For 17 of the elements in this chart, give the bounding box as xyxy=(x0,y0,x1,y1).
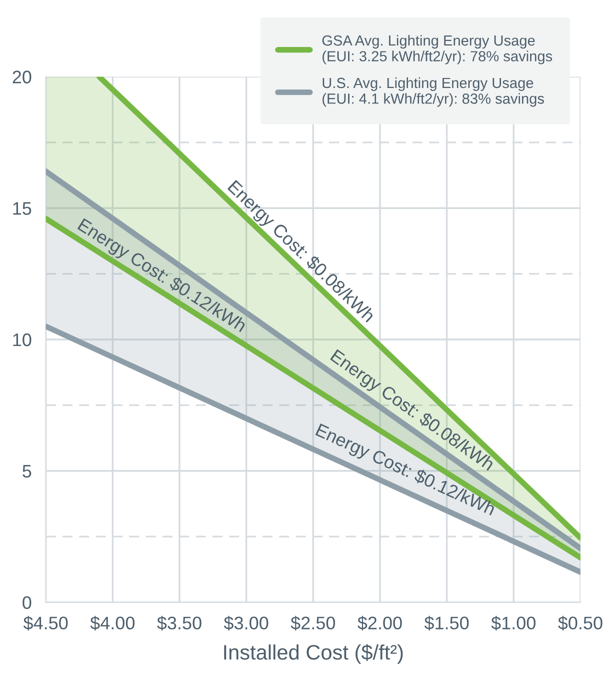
x-tick-label: $1.50 xyxy=(424,616,469,630)
y-tick-label: 5 xyxy=(22,465,32,478)
x-tick-label: $4.50 xyxy=(23,616,68,630)
y-tick-label: 0 xyxy=(22,596,32,609)
x-tick-label: $2.00 xyxy=(358,616,402,630)
x-tick-label: $3.50 xyxy=(157,616,202,630)
y-tick-label: 10 xyxy=(13,333,32,346)
x-tick-label: $3.00 xyxy=(224,616,268,630)
legend-label: U.S. Avg. Lighting Energy Usage (EUI: 4.1 kWh/ft2/yr): 83% savings xyxy=(322,77,544,107)
y-tick-label: 20 xyxy=(12,70,32,84)
legend-label: GSA Avg. Lighting Energy Usage (EUI: 3.25 kWh/ft2/yr): 78% savings xyxy=(322,34,552,64)
x-tick-label: $1.00 xyxy=(491,616,536,630)
x-tick-label: $4.00 xyxy=(90,616,135,630)
x-tick-label: $0.50 xyxy=(558,616,602,630)
x-tick-label: $2.50 xyxy=(290,616,336,630)
x-axis-title: Installed Cost ($/ft²) xyxy=(224,644,403,664)
y-tick-label: 15 xyxy=(13,202,32,215)
